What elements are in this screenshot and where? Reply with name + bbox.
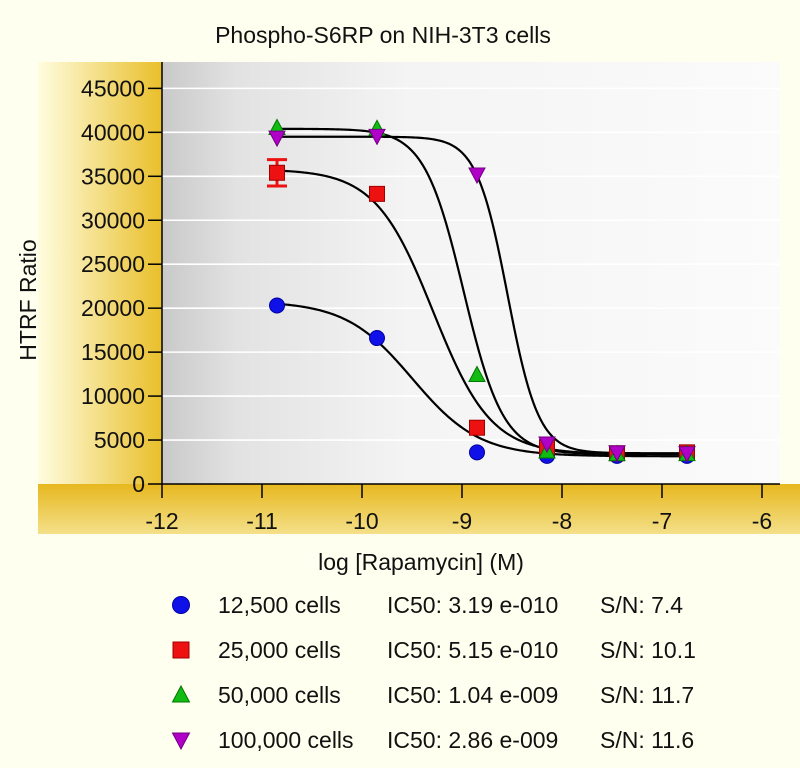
data-point-triangle-down <box>368 128 386 146</box>
red-square-marker-icon <box>172 641 190 659</box>
purple-triangle-down-marker-icon <box>171 732 191 751</box>
data-point-circle <box>469 444 485 461</box>
legend-row-12500: 12,500 cells IC50: 3.19 e-010 S/N: 7.4 <box>168 588 788 633</box>
x-tick-label: -7 <box>652 508 672 534</box>
legend-label: 12,500 cells <box>218 592 341 618</box>
legend-label: 50,000 cells <box>218 682 341 708</box>
blue-circle-marker-icon <box>172 596 190 614</box>
x-axis-label: log [Rapamycin] (M) <box>318 549 524 575</box>
x-tick-label: -8 <box>552 508 572 534</box>
data-point-square <box>469 419 485 436</box>
legend: 12,500 cells IC50: 3.19 e-010 S/N: 7.4 2… <box>168 588 788 768</box>
legend-ic50: IC50: 3.19 e-010 <box>387 592 559 618</box>
data-point-square <box>269 164 285 181</box>
y-tick-label: 45000 <box>81 75 145 101</box>
y-tick-label: 35000 <box>81 163 145 189</box>
data-point-circle <box>269 297 285 314</box>
data-point-triangle-down <box>268 130 286 148</box>
legend-sn: S/N: 10.1 <box>600 637 696 663</box>
y-axis-label: HTRF Ratio <box>15 239 41 360</box>
data-point-triangle-down <box>608 445 626 462</box>
x-tick-label: -11 <box>246 508 278 534</box>
x-tick-label: -10 <box>345 508 378 534</box>
legend-sn: S/N: 11.6 <box>600 727 695 753</box>
y-tick-label: 25000 <box>81 251 145 277</box>
legend-row-50000: 50,000 cells IC50: 1.04 e-009 S/N: 11.7 <box>168 678 788 723</box>
legend-sn: S/N: 11.7 <box>600 682 695 708</box>
legend-sn: S/N: 7.4 <box>600 592 684 618</box>
y-tick-label: 30000 <box>81 207 145 233</box>
legend-ic50: IC50: 1.04 e-009 <box>387 682 559 708</box>
legend-label: 25,000 cells <box>218 637 341 663</box>
y-axis-band <box>38 62 162 534</box>
legend-ic50: IC50: 2.86 e-009 <box>387 727 559 753</box>
y-tick-label: 5000 <box>94 427 145 453</box>
x-tick-label: -9 <box>452 508 472 534</box>
x-tick-label: -12 <box>145 508 178 534</box>
x-axis-band <box>38 484 800 534</box>
y-tick-label: 0 <box>132 471 145 497</box>
data-point-triangle-up <box>468 365 486 382</box>
x-tick-label: -6 <box>752 508 772 534</box>
green-triangle-up-marker-icon <box>171 684 191 703</box>
y-tick-label: 15000 <box>81 339 145 365</box>
legend-row-25000: 25,000 cells IC50: 5.15 e-010 S/N: 10.1 <box>168 633 788 678</box>
data-point-circle <box>369 330 385 347</box>
data-point-triangle-down <box>538 436 556 454</box>
data-point-square <box>369 185 385 202</box>
data-point-triangle-down <box>678 446 696 463</box>
y-tick-label: 40000 <box>81 119 145 145</box>
legend-label: 100,000 cells <box>218 727 354 753</box>
chart-title: Phospho-S6RP on NIH-3T3 cells <box>215 22 551 48</box>
y-tick-label: 10000 <box>81 383 145 409</box>
legend-ic50: IC50: 5.15 e-010 <box>387 637 559 663</box>
y-tick-label: 20000 <box>81 295 145 321</box>
data-point-triangle-down <box>468 167 486 185</box>
legend-row-100000: 100,000 cells IC50: 2.86 e-009 S/N: 11.6 <box>168 723 788 768</box>
